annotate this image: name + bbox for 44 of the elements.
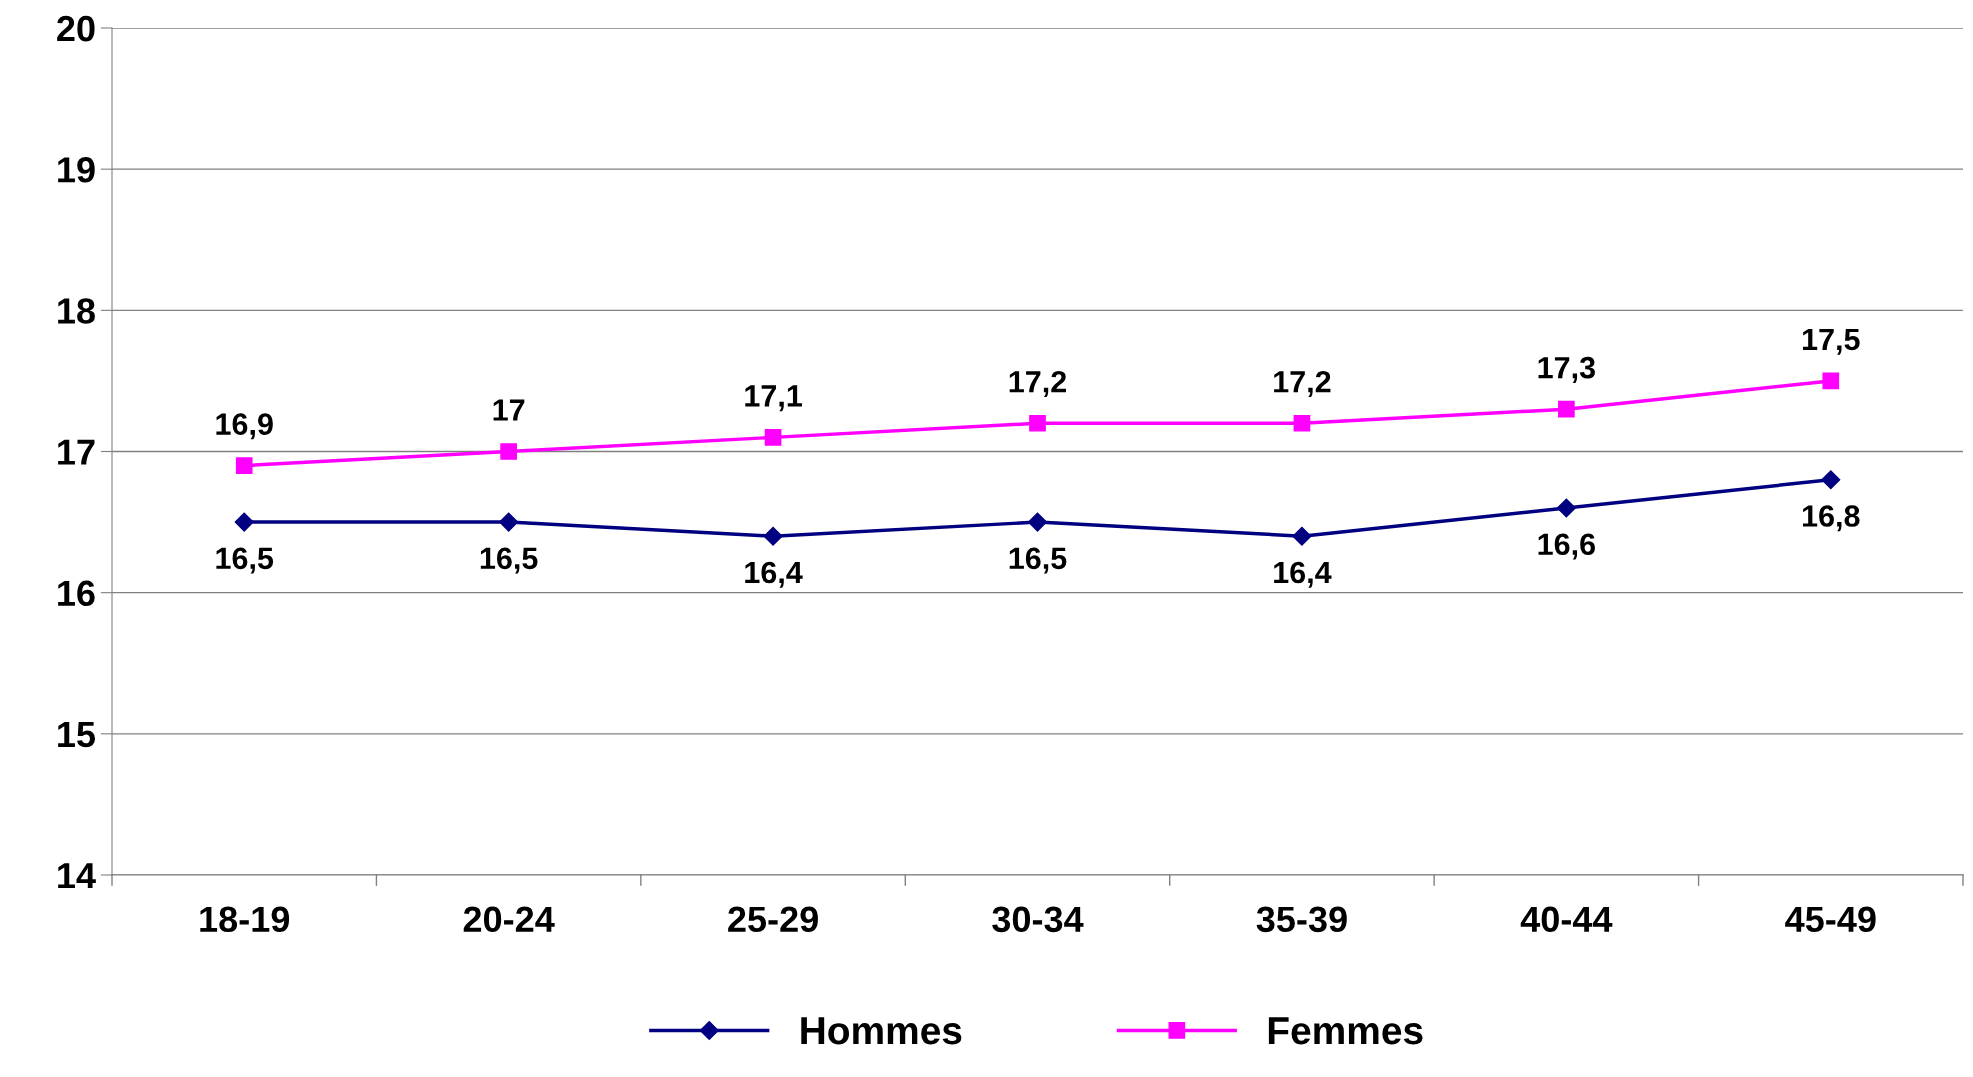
y-tick-label: 16 xyxy=(58,580,95,607)
x-tick-label: 20-24 xyxy=(463,906,555,933)
data-label: 16,5 xyxy=(216,547,274,574)
data-label: 16,4 xyxy=(745,561,803,588)
point xyxy=(1822,372,1840,390)
data-label: 17 xyxy=(493,399,525,421)
y-tick-label: 18 xyxy=(58,298,95,324)
data-label: 16,9 xyxy=(216,413,273,440)
x-tick-label: 45-49 xyxy=(1785,906,1876,933)
x-tick-label: 25-29 xyxy=(728,906,818,933)
point xyxy=(1821,470,1841,490)
point xyxy=(1293,414,1311,432)
point xyxy=(234,512,254,532)
y-tick-label: 14 xyxy=(58,863,96,889)
data-label: 16,4 xyxy=(1274,561,1332,588)
point xyxy=(1292,526,1312,546)
data-label: 17,3 xyxy=(1538,356,1595,383)
y-tick-label: 15 xyxy=(58,722,96,748)
point xyxy=(235,457,253,474)
x-tick-label: 30-34 xyxy=(992,906,1084,933)
data-label: 17,2 xyxy=(1274,370,1331,398)
point xyxy=(763,526,783,546)
point xyxy=(1029,414,1046,432)
data-label: 17,1 xyxy=(745,385,802,412)
x-tick-label: 18-19 xyxy=(200,906,290,933)
data-label: 16,6 xyxy=(1538,533,1595,560)
legend-label: Femmes xyxy=(1268,1017,1423,1045)
point xyxy=(1558,400,1575,418)
y-tick-label: 19 xyxy=(58,157,95,183)
point xyxy=(1027,512,1048,532)
x-tick-label: 35-39 xyxy=(1256,906,1347,933)
legend-label: Hommes xyxy=(801,1017,962,1045)
point xyxy=(499,512,519,532)
data-label: 17,2 xyxy=(1009,370,1067,398)
point xyxy=(764,429,782,446)
data-label: 16,5 xyxy=(1009,547,1067,574)
y-tick-label: 17 xyxy=(58,439,95,465)
data-label: 17,5 xyxy=(1802,328,1860,355)
point xyxy=(1556,498,1576,518)
x-tick-label: 40-44 xyxy=(1520,906,1613,933)
data-label: 16,5 xyxy=(480,547,538,574)
y-tick-label: 20 xyxy=(57,15,95,42)
point xyxy=(500,443,517,460)
data-label: 16,8 xyxy=(1802,505,1860,532)
